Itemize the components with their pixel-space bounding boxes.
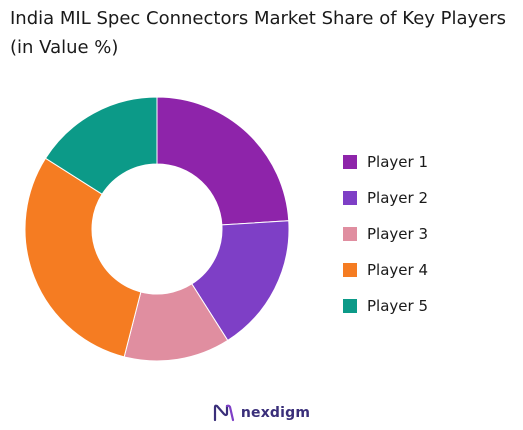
legend-label: Player 4 — [367, 261, 428, 279]
donut-slice-4 — [24, 157, 142, 358]
chart-title: India MIL Spec Connectors Market Share o… — [10, 8, 507, 58]
legend-label: Player 5 — [367, 297, 428, 315]
brand-name: nexdigm — [240, 405, 311, 421]
nexdigm-logo-icon — [213, 404, 234, 422]
legend-label: Player 3 — [367, 225, 428, 243]
donut-slice-5 — [44, 96, 158, 195]
legend-swatch — [343, 155, 357, 169]
legend-swatch — [343, 299, 357, 313]
legend-item: Player 4 — [343, 252, 513, 288]
legend-label: Player 1 — [367, 153, 428, 171]
legend: Player 1 Player 2 Player 3 Player 4 Play… — [343, 144, 513, 324]
legend-item: Player 1 — [343, 144, 513, 180]
legend-swatch — [343, 263, 357, 277]
brand-footer: nexdigm — [0, 404, 523, 422]
legend-item: Player 5 — [343, 288, 513, 324]
legend-label: Player 2 — [367, 189, 428, 207]
legend-item: Player 3 — [343, 216, 513, 252]
legend-item: Player 2 — [343, 180, 513, 216]
donut-slice-1 — [156, 96, 290, 226]
legend-swatch — [343, 191, 357, 205]
legend-swatch — [343, 227, 357, 241]
